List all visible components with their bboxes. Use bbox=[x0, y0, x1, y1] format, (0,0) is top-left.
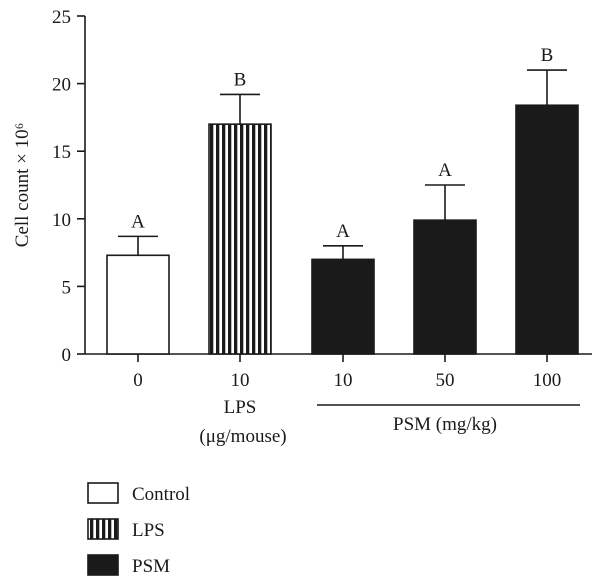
legend-label-control: Control bbox=[132, 484, 190, 505]
significance-letter-1: B bbox=[234, 69, 247, 90]
significance-letter-3: A bbox=[438, 160, 452, 181]
legend-swatch-lps bbox=[87, 518, 119, 540]
x-tick-label: 10 bbox=[334, 370, 353, 391]
x-ticks: 0 10 10 50 100 bbox=[133, 354, 561, 391]
bar-3 bbox=[413, 219, 477, 355]
y-axis-label: Cell count × 10⁶ bbox=[12, 123, 33, 247]
psm-group-label: PSM (mg/kg) bbox=[393, 414, 497, 435]
legend: Control LPS PSM bbox=[87, 482, 190, 577]
x-tick-label: 10 bbox=[231, 370, 250, 391]
y-tick-label: 10 bbox=[52, 210, 71, 231]
legend-swatch-control bbox=[87, 482, 119, 504]
y-ticks: 0 5 10 15 20 25 bbox=[52, 7, 85, 366]
y-tick-label: 5 bbox=[62, 277, 72, 298]
bar-4 bbox=[515, 104, 579, 355]
legend-label-lps: LPS bbox=[132, 520, 165, 541]
legend-item-lps: LPS bbox=[87, 518, 165, 541]
y-tick-label: 0 bbox=[62, 345, 72, 366]
significance-letter-0: A bbox=[131, 211, 145, 232]
bars: A B A A B bbox=[106, 45, 579, 355]
bar-1 bbox=[208, 123, 272, 355]
significance-letter-2: A bbox=[336, 221, 350, 242]
legend-item-control: Control bbox=[87, 482, 190, 505]
y-tick-label: 25 bbox=[52, 7, 71, 28]
x-tick-label: 100 bbox=[533, 370, 562, 391]
x-tick-label: 50 bbox=[436, 370, 455, 391]
x-tick-label: 0 bbox=[133, 370, 143, 391]
legend-swatch-psm bbox=[87, 554, 119, 576]
bar-2 bbox=[311, 258, 375, 355]
lps-group-label: LPS bbox=[224, 397, 257, 418]
y-tick-label: 20 bbox=[52, 75, 71, 96]
lps-unit-label: (μg/mouse) bbox=[199, 426, 286, 447]
legend-label-psm: PSM bbox=[132, 556, 170, 577]
significance-letter-4: B bbox=[541, 45, 554, 66]
y-tick-label: 15 bbox=[52, 142, 71, 163]
legend-item-psm: PSM bbox=[87, 554, 170, 577]
bar-0 bbox=[106, 254, 170, 355]
